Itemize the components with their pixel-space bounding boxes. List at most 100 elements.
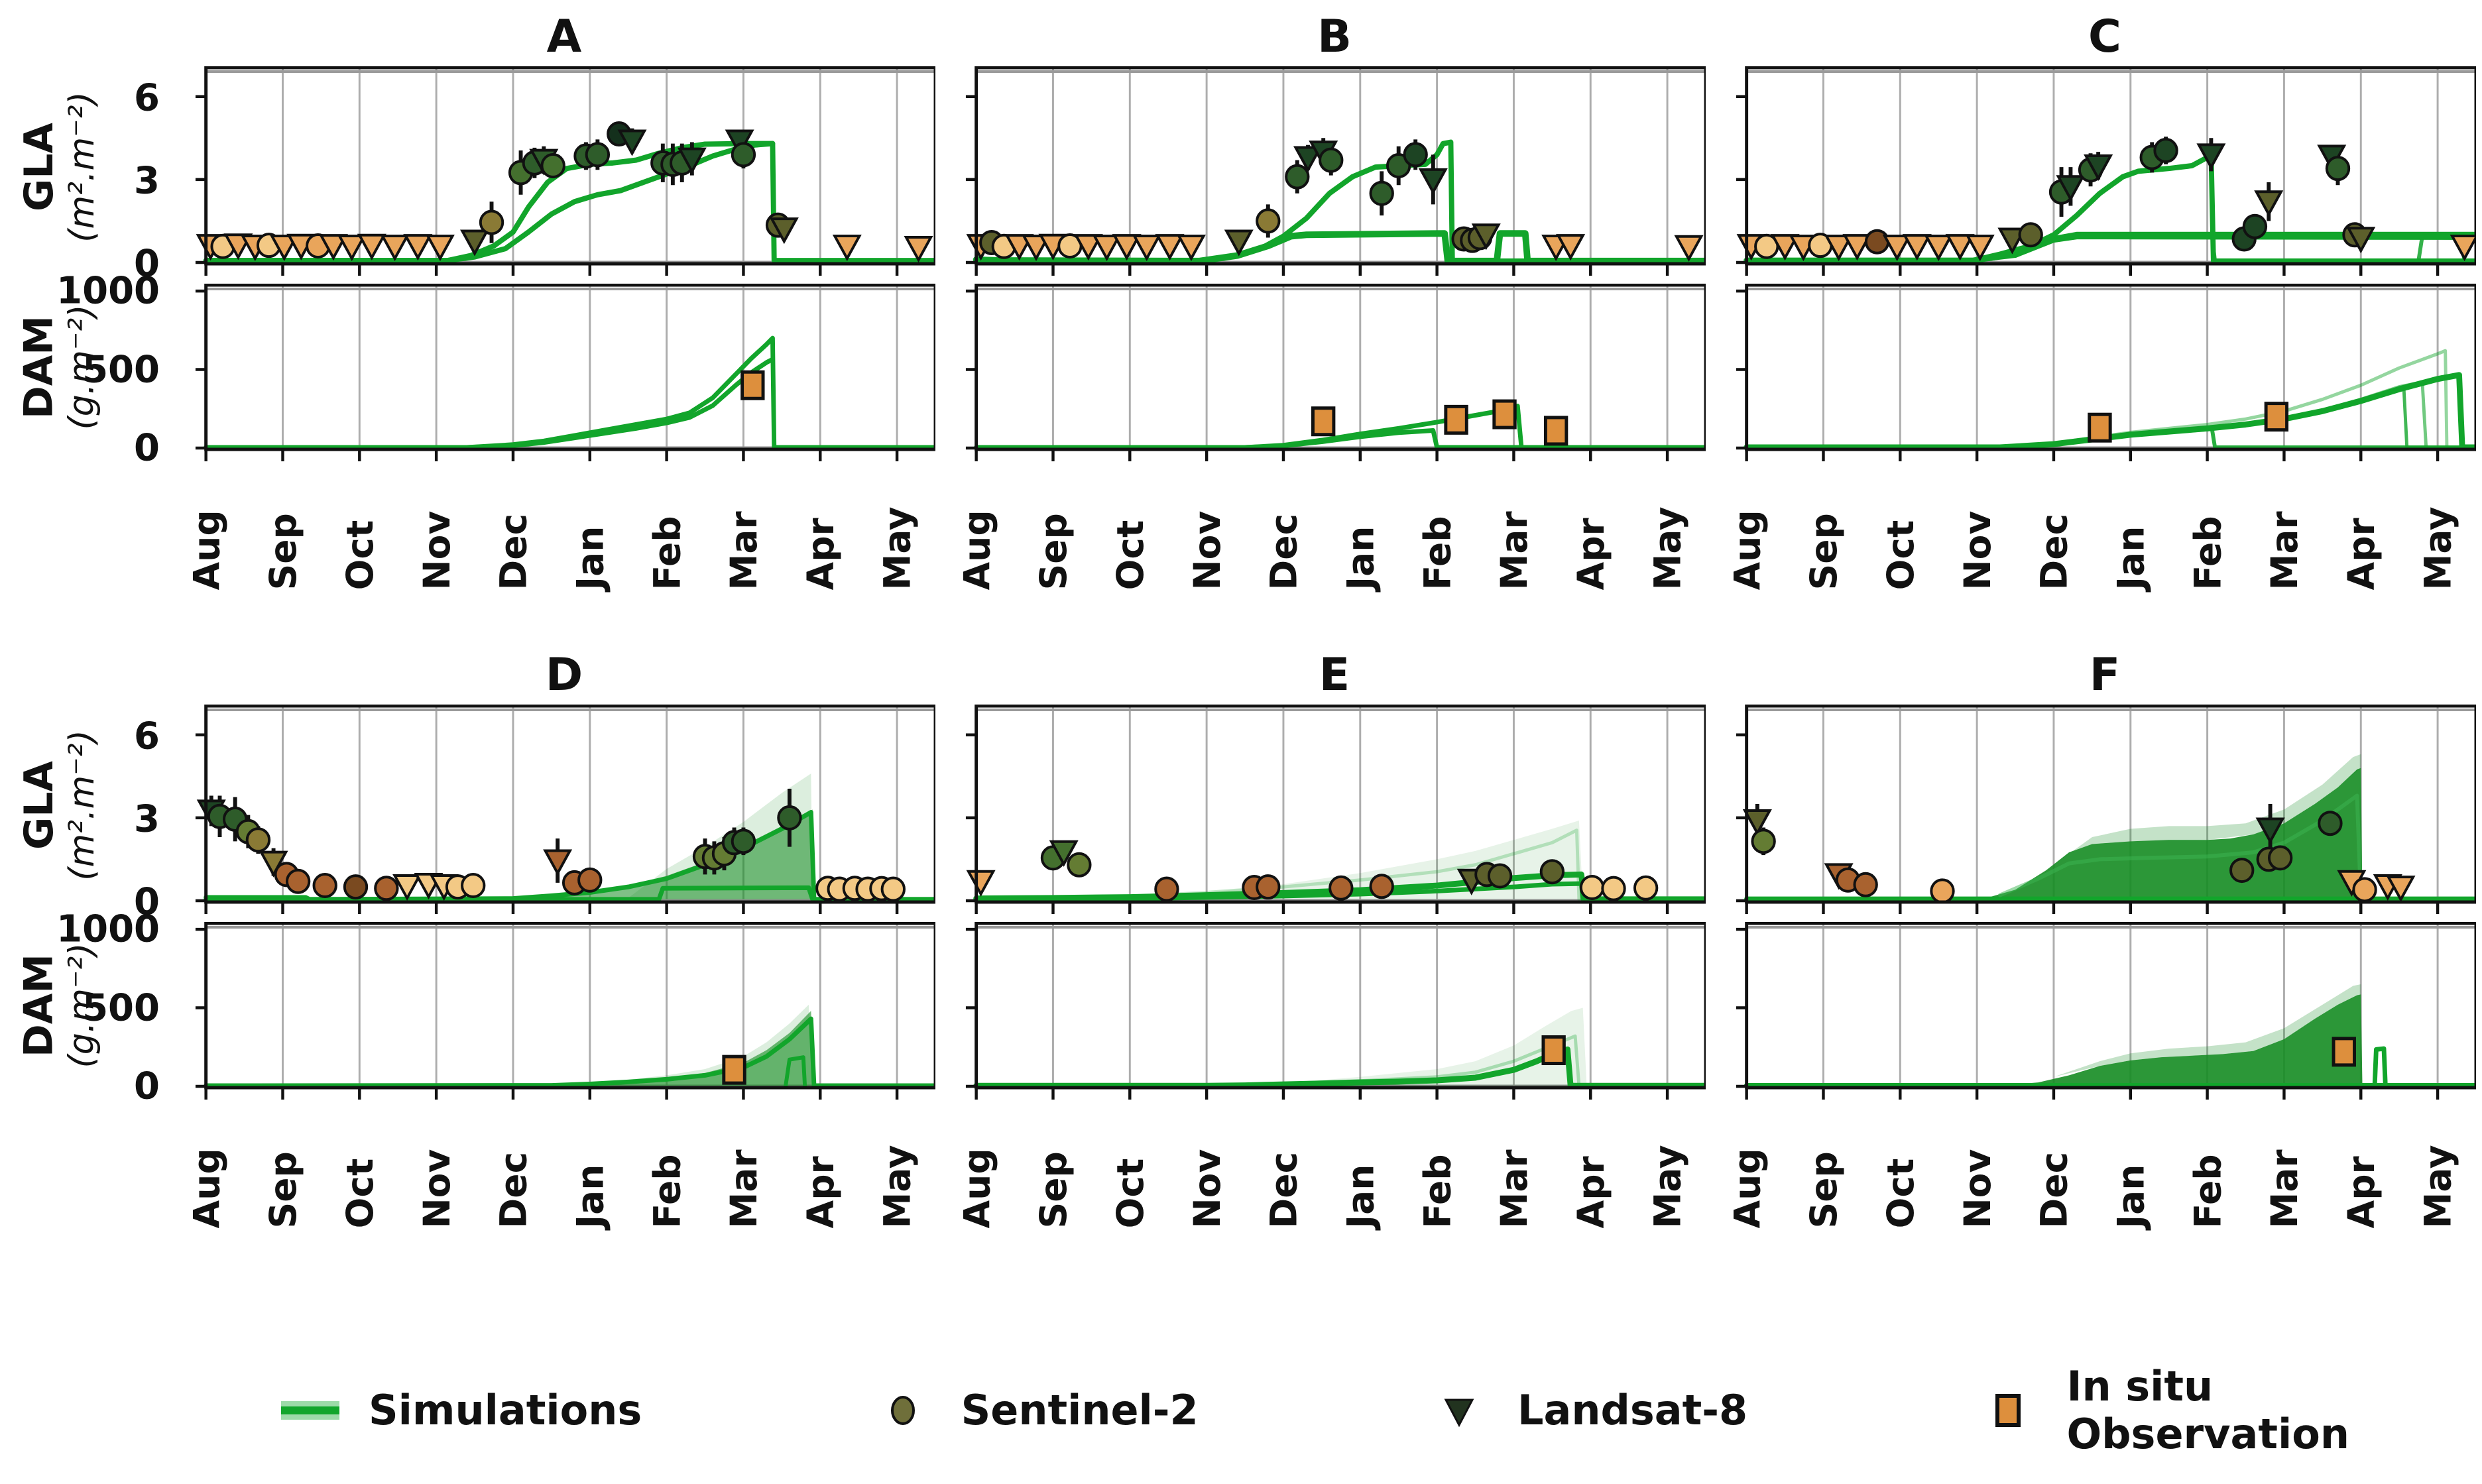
landsat8-marker — [1155, 234, 1185, 261]
month-tick-label: May — [2417, 506, 2459, 590]
landsat8-marker — [1471, 223, 1501, 251]
landsat8-marker — [1902, 234, 1932, 261]
sentinel2-marker — [585, 142, 611, 168]
legend-label: Sentinel-2 — [961, 1386, 1199, 1435]
landsat8-marker — [1842, 234, 1872, 261]
landsat8-marker — [2196, 143, 2226, 170]
month-tick-label: Dec — [2033, 1152, 2076, 1229]
landsat8-marker — [1924, 234, 1954, 262]
sentinel2-marker — [1154, 876, 1179, 902]
month-tick-label: Oct — [339, 520, 381, 591]
sentinel2-marker — [479, 209, 504, 235]
legend-label: Landsat-8 — [1517, 1386, 1748, 1435]
month-tick-label: Mar — [1493, 511, 1535, 590]
month-tick-label: Mar — [723, 1149, 765, 1228]
sentinel2-marker — [1633, 875, 1659, 901]
insitu-marker — [1444, 404, 1468, 435]
landsat8-marker — [2056, 175, 2086, 202]
sentinel2-marker — [2325, 156, 2351, 182]
panel-d-dam-plot — [195, 922, 935, 1100]
panel-c-dam-plot — [1736, 284, 2476, 461]
sentinel2-marker — [880, 876, 906, 902]
month-tick-label: Feb — [646, 516, 688, 590]
panel-title: F — [2089, 649, 2121, 701]
y-axis-gutter: GLA (m².m⁻²) DAM (g.m⁻²) 6 3 0 1000 500 0 — [9, 650, 165, 1233]
insitu-marker — [740, 370, 765, 400]
axis-name: DAM — [16, 315, 62, 419]
panel-a-gla-plot — [195, 66, 935, 276]
month-tick-label: Mar — [1493, 1149, 1535, 1228]
y-axis-gutter: GLA (m².m⁻²) DAM (g.m⁻²) 6 3 0 1000 500 0 — [9, 12, 165, 595]
landsat8-marker — [1293, 146, 1323, 173]
landsat8-marker — [832, 234, 862, 262]
legend-item-sentinel-2: Sentinel-2 — [871, 1379, 1199, 1442]
gla-tick-label: 6 — [134, 714, 160, 758]
landsat8-marker — [1092, 234, 1122, 262]
landsat8-marker — [617, 129, 647, 156]
month-tick-label: Aug — [963, 510, 998, 590]
sentinel2-marker — [2267, 845, 2293, 871]
axis-name: GLA — [16, 123, 62, 211]
month-tick-label: Jan — [1339, 526, 1382, 593]
landsat8-marker — [2346, 227, 2376, 254]
sentinel2-marker — [1751, 828, 1776, 854]
month-tick-label: Aug — [1734, 1148, 1768, 1228]
month-tick-label: Sep — [1032, 513, 1075, 590]
panel-c-gla-plot — [1736, 66, 2476, 276]
legend-label: In situ Observation — [2066, 1362, 2349, 1458]
sentinel2-marker — [2242, 213, 2268, 239]
insitu-marker — [1492, 399, 1517, 429]
month-tick-label: Mar — [2263, 511, 2306, 590]
panel-d: D Aug Sep Oct Nov Dec Jan Feb Mar Apr May — [193, 650, 935, 1233]
landsat8-marker — [1742, 809, 1772, 836]
panel-grid: GLA (m².m⁻²) DAM (g.m⁻²) 6 3 0 1000 500 0 A Aug Sep O… — [9, 12, 2476, 1233]
sentinel2-marker — [461, 873, 486, 899]
month-tick-label: Dec — [493, 514, 535, 591]
month-tick-label: May — [2417, 1145, 2459, 1228]
month-tick-label: Sep — [1802, 513, 1845, 590]
gla-tick-label: 6 — [134, 76, 160, 120]
gla-tick-label: 3 — [134, 159, 160, 203]
landsat8-marker — [543, 849, 573, 876]
month-tick-label: Dec — [1263, 514, 1305, 591]
month-tick-label: Sep — [262, 513, 304, 590]
sentinel2-marker — [731, 142, 756, 168]
dam-tick-label: 500 — [82, 348, 160, 392]
panel-f: F Aug Sep Oct Nov Dec Jan Feb Mar Apr May — [1734, 650, 2476, 1233]
legend-label: Simulations — [369, 1386, 642, 1435]
sentinel2-marker — [285, 868, 311, 894]
landsat8-marker — [966, 870, 996, 897]
simulations-line-icon — [281, 1400, 339, 1420]
landsat8-marker — [1224, 229, 1254, 257]
y-axis-label-gla: GLA (m².m⁻²) — [9, 68, 109, 266]
month-tick-label: May — [876, 506, 919, 590]
landsat8-marker — [2084, 154, 2113, 182]
sentinel2-marker — [1285, 164, 1310, 190]
gla-tick-label: 0 — [134, 880, 160, 924]
panel-b-gla-plot — [965, 66, 1706, 276]
landsat8-marker — [403, 234, 433, 261]
sentinel2-marker — [1539, 859, 1565, 885]
month-axis: Aug Sep Oct Nov Dec Jan Feb Mar Apr May — [963, 506, 1689, 593]
month-tick-label: Nov — [1186, 1149, 1228, 1229]
month-tick-label: Dec — [1263, 1152, 1305, 1229]
sentinel2-marker — [1853, 872, 1878, 897]
landsat8-marker — [725, 129, 754, 156]
month-tick-label: Nov — [1186, 511, 1228, 591]
axis-unit: (m².m⁻²) — [62, 730, 102, 881]
month-tick-label: Jan — [1339, 1165, 1382, 1231]
insitu-marker — [2088, 412, 2112, 443]
sentinel2-marker — [777, 805, 802, 830]
month-tick-label: Aug — [963, 1148, 998, 1228]
month-tick-label: Feb — [2186, 516, 2229, 590]
sentinel2-marker — [2153, 138, 2178, 164]
landsat8-marker — [460, 229, 490, 257]
landsat8-marker — [1824, 234, 1854, 262]
panel-b: B Aug Sep Oct Nov Dec Jan Feb Mar Apr May — [963, 12, 1706, 595]
landsat8-marker — [1965, 234, 1995, 262]
sentinel2-marker — [577, 867, 603, 893]
sentinel2-marker — [1319, 147, 1344, 173]
panel-b-dam-plot — [965, 284, 1706, 461]
month-tick-label: Apr — [2340, 518, 2383, 590]
sentinel2-marker — [1579, 874, 1605, 900]
